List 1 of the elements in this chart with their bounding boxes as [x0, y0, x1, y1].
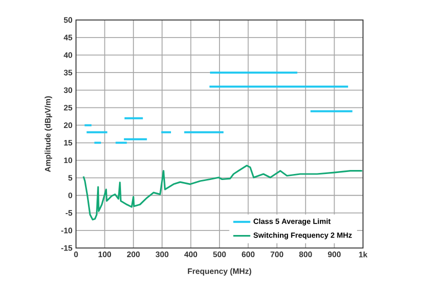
line-series — [82, 164, 363, 220]
